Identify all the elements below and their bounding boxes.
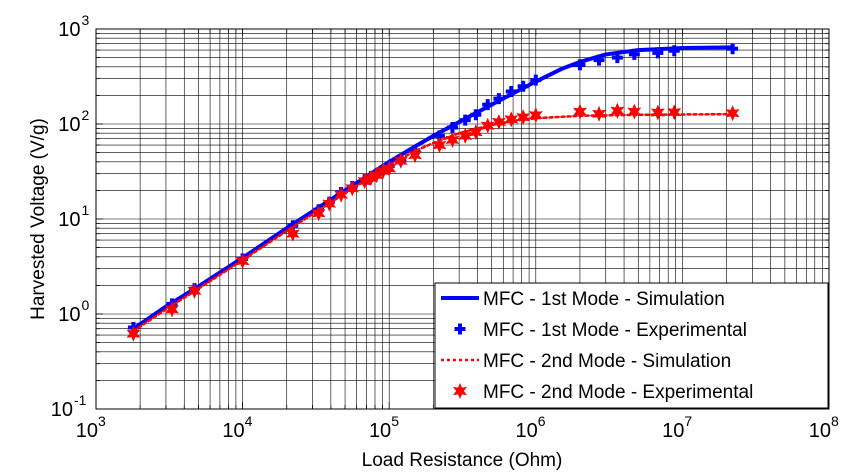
- data-point: [445, 131, 460, 149]
- data-point: [432, 136, 447, 154]
- svg-text:3: 3: [82, 12, 90, 28]
- legend: MFC - 1st Mode - Simulation MFC - 1st Mod…: [434, 282, 829, 409]
- series-layer: [126, 43, 740, 342]
- x-tick-label: 10 4: [222, 413, 252, 442]
- data-point: [572, 103, 588, 120]
- data-point: [517, 80, 529, 92]
- legend-box: [434, 282, 829, 409]
- svg-text:10: 10: [76, 420, 98, 442]
- svg-text:1: 1: [82, 202, 90, 218]
- legend-label: MFC - 2nd Mode - Simulation: [483, 351, 731, 372]
- svg-text:10: 10: [58, 209, 80, 231]
- data-point: [628, 48, 640, 60]
- svg-text:4: 4: [245, 413, 253, 429]
- data-point: [393, 152, 408, 169]
- data-point: [491, 113, 506, 131]
- legend-swatch: [454, 323, 466, 335]
- legend-entry: MFC - 1st Mode - Simulation: [441, 289, 725, 310]
- svg-text:10: 10: [809, 420, 831, 442]
- data-point: [322, 195, 337, 212]
- svg-text:5: 5: [391, 413, 399, 429]
- svg-text:0: 0: [82, 297, 90, 313]
- series-4: [126, 102, 740, 342]
- data-point: [668, 45, 680, 57]
- data-point: [458, 127, 473, 145]
- x-axis-label: Load Resistance (Ohm): [362, 450, 563, 471]
- x-tick-label: 10 8: [809, 413, 839, 442]
- svg-text:10: 10: [58, 19, 80, 41]
- data-point: [382, 160, 397, 177]
- data-point: [459, 114, 471, 126]
- data-point: [482, 99, 494, 111]
- svg-text:10: 10: [662, 420, 684, 442]
- data-point: [407, 146, 423, 164]
- data-point: [187, 282, 202, 300]
- data-point: [528, 106, 543, 124]
- data-point: [574, 59, 586, 71]
- data-point: [516, 109, 531, 126]
- data-point: [164, 301, 180, 318]
- data-point: [530, 74, 542, 86]
- legend-swatch: [452, 382, 468, 400]
- data-point: [610, 102, 625, 119]
- legend-entry: MFC - 2nd Mode - Simulation: [441, 351, 731, 372]
- svg-text:7: 7: [684, 413, 692, 429]
- data-point: [446, 121, 458, 133]
- y-tick-label: 10 3: [58, 12, 89, 41]
- x-tick-label: 10 5: [369, 413, 399, 442]
- svg-text:10: 10: [516, 420, 538, 442]
- y-tick-label: 10 0: [58, 297, 89, 326]
- svg-text:10: 10: [58, 114, 80, 136]
- series-line: [131, 45, 735, 331]
- data-point: [311, 205, 326, 222]
- svg-text:6: 6: [538, 413, 546, 429]
- legend-label: MFC - 1st Mode - Simulation: [483, 289, 725, 310]
- data-point: [505, 85, 517, 97]
- x-tick-label: 10 3: [76, 413, 106, 442]
- svg-text:-1: -1: [74, 392, 87, 408]
- data-point: [593, 54, 605, 66]
- y-tick-label: 10 1: [58, 202, 89, 231]
- svg-text:2: 2: [82, 107, 90, 123]
- data-point: [725, 105, 740, 122]
- svg-text:10: 10: [58, 304, 80, 326]
- x-tick-label: 10 7: [662, 413, 692, 442]
- data-point: [480, 117, 495, 134]
- y-tick-label: 10 -1: [51, 392, 87, 421]
- data-point: [650, 104, 665, 121]
- data-point: [285, 225, 300, 242]
- series-3: [132, 112, 734, 333]
- data-point: [627, 103, 642, 120]
- data-point: [591, 105, 607, 122]
- svg-text:10: 10: [222, 420, 244, 442]
- svg-text:8: 8: [831, 413, 839, 429]
- y-tick-label: 10 2: [58, 107, 89, 136]
- data-point: [470, 109, 482, 121]
- legend-entry: MFC - 1st Mode - Experimental: [454, 320, 747, 341]
- series-line: [132, 112, 734, 333]
- svg-text:10: 10: [369, 420, 391, 442]
- data-point: [235, 252, 250, 270]
- x-tick-label: 10 6: [516, 413, 546, 442]
- data-point: [667, 104, 682, 121]
- data-point: [611, 52, 623, 64]
- data-point: [727, 43, 739, 55]
- data-point: [126, 325, 141, 342]
- svg-text:3: 3: [98, 413, 106, 429]
- legend-entry: MFC - 2nd Mode - Experimental: [452, 382, 753, 403]
- series-1: [131, 45, 735, 331]
- legend-label: MFC - 1st Mode - Experimental: [483, 320, 747, 341]
- data-point: [504, 111, 519, 128]
- legend-label: MFC - 2nd Mode - Experimental: [483, 382, 753, 403]
- data-point: [493, 93, 505, 105]
- x-tick-labels: 10 3 10 4 10 5 10 6 10 7 10 8: [76, 413, 839, 442]
- svg-text:10: 10: [51, 399, 73, 421]
- data-point: [652, 47, 664, 59]
- y-axis-label: Harvested Voltage (V/g): [28, 118, 49, 320]
